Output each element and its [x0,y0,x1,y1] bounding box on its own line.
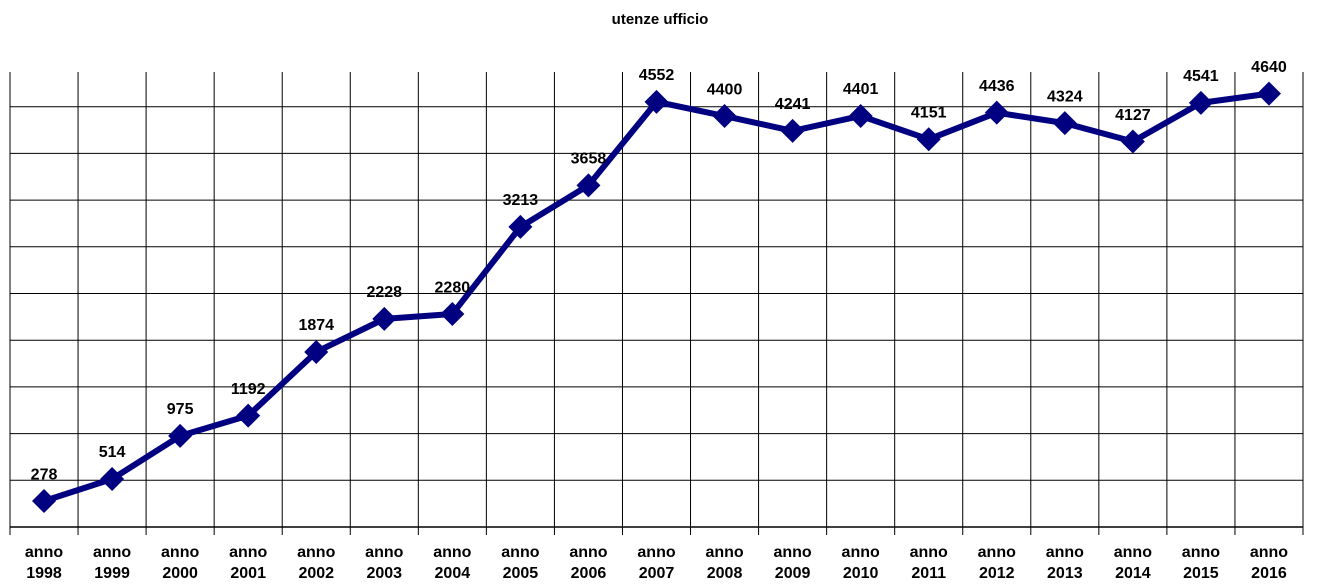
marker [848,103,873,128]
x-tick-label: anno 2004 [433,544,472,582]
marker [1256,81,1281,106]
x-tick-label: anno 2016 [1249,544,1289,582]
x-tick-label: anno 2015 [1181,544,1221,582]
x-tick-label: anno 2002 [297,544,336,582]
data-label: 2228 [366,284,402,301]
data-label: 3213 [503,192,539,209]
marker [1188,90,1213,115]
marker [780,118,805,143]
x-tick-label: anno 2010 [841,544,880,582]
x-tick-label: anno 2007 [637,544,676,582]
marker [916,127,941,152]
x-tick-label: anno 2001 [229,544,268,582]
marker [236,403,261,428]
data-label: 4640 [1251,59,1287,76]
data-label: 4324 [1047,88,1083,105]
x-tick-label: anno 2013 [1045,544,1084,582]
marker [712,104,737,129]
x-tick-label: anno 2011 [909,544,948,582]
data-label: 4127 [1115,107,1151,124]
marker [644,89,669,114]
x-tick-label: anno 2012 [977,544,1016,582]
x-tick-label: anno 2009 [773,544,812,582]
marker [372,306,397,331]
data-label: 4552 [639,67,675,84]
data-label: 3658 [571,151,607,168]
marker [304,339,329,364]
x-tick-label: anno 2008 [705,544,744,582]
line [43,90,1270,504]
x-tick-label: anno 1998 [24,544,64,582]
x-tick-label: anno 2014 [1113,544,1152,582]
marker [1052,111,1077,136]
x-tick-label: anno 2003 [365,544,404,582]
data-label: 4151 [911,105,947,122]
chart-title: utenze ufficio [612,11,709,28]
x-tick-label: anno 2005 [501,544,540,582]
marker [100,466,125,491]
x-tick-label: anno 2006 [569,544,608,582]
marker [440,302,465,327]
data-label: 1874 [298,317,334,334]
data-label: 4401 [843,81,879,98]
data-label: 278 [31,466,58,483]
data-label: 975 [167,401,194,418]
x-tick-label: anno 2000 [161,544,200,582]
data-label: 514 [99,444,126,461]
marker [508,214,533,239]
data-label: 1192 [231,381,266,398]
marker [576,173,601,198]
marker [168,423,193,448]
marker [32,489,57,514]
marker [984,100,1009,125]
data-label: 4241 [775,96,811,113]
marker [1120,129,1145,154]
data-label: 2280 [435,279,471,296]
data-label: 4400 [707,81,743,98]
x-tick-label: anno 1999 [92,544,132,582]
data-label: 4541 [1183,68,1219,85]
data-label: 4436 [979,78,1015,95]
